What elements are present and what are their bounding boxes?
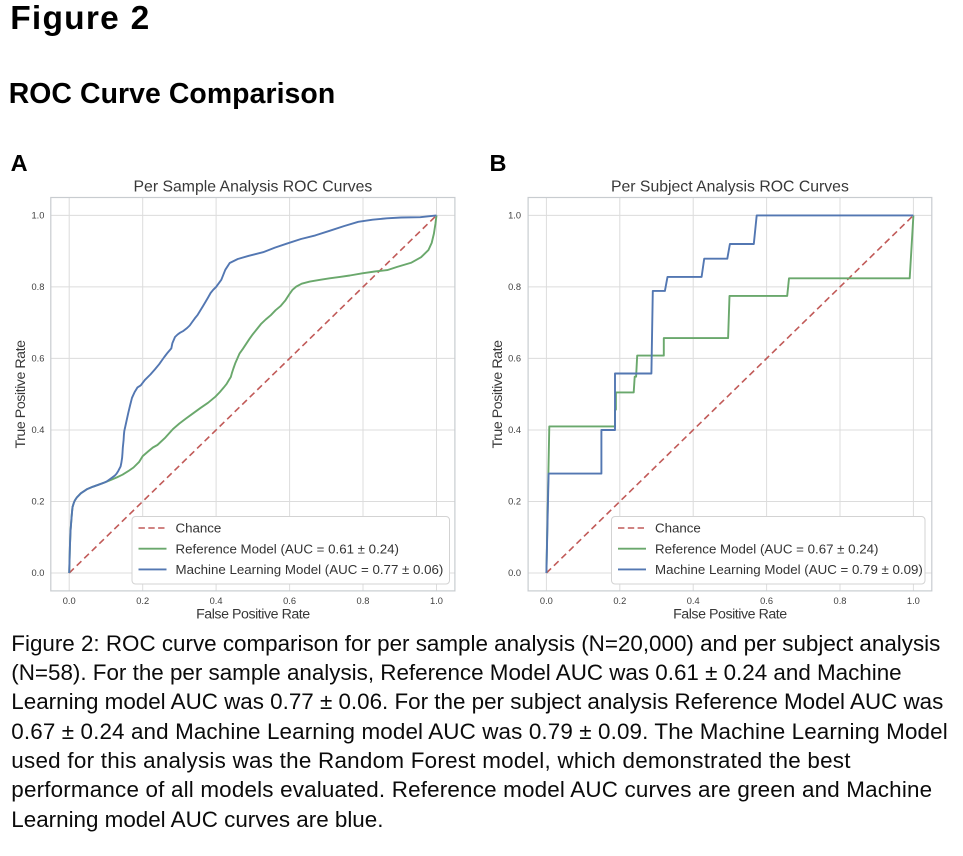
svg-text:0.4: 0.4	[31, 425, 44, 435]
svg-text:Per Subject Analysis ROC Curve: Per Subject Analysis ROC Curves	[611, 179, 849, 196]
svg-text:Machine Learning Model (AUC =: Machine Learning Model (AUC = 0.79 ± 0.0…	[655, 562, 923, 577]
svg-text:0.4: 0.4	[210, 596, 223, 606]
svg-text:1.0: 1.0	[31, 211, 44, 221]
svg-text:0.6: 0.6	[283, 596, 296, 606]
svg-text:Reference Model (AUC = 0.61 ±: Reference Model (AUC = 0.61 ± 0.24)	[176, 541, 399, 556]
svg-text:1.0: 1.0	[508, 211, 521, 221]
svg-text:0.6: 0.6	[508, 354, 521, 364]
svg-text:Chance: Chance	[176, 521, 222, 536]
svg-text:1.0: 1.0	[907, 596, 920, 606]
svg-text:B: B	[490, 150, 507, 176]
svg-text:0.6: 0.6	[760, 596, 773, 606]
svg-text:0.0: 0.0	[31, 568, 44, 578]
svg-text:0.2: 0.2	[508, 497, 521, 507]
svg-text:0.4: 0.4	[687, 596, 700, 606]
svg-text:A: A	[11, 150, 28, 176]
svg-text:0.8: 0.8	[834, 596, 847, 606]
svg-text:0.8: 0.8	[508, 282, 521, 292]
svg-text:0.6: 0.6	[31, 354, 44, 364]
svg-text:True Positive Rate: True Positive Rate	[13, 340, 29, 449]
svg-text:0.8: 0.8	[357, 596, 370, 606]
svg-text:0.8: 0.8	[31, 282, 44, 292]
svg-text:0.4: 0.4	[508, 425, 521, 435]
svg-text:Machine Learning Model (AUC =: Machine Learning Model (AUC = 0.77 ± 0.0…	[176, 562, 444, 577]
svg-text:Per Sample Analysis ROC Curves: Per Sample Analysis ROC Curves	[134, 179, 373, 196]
svg-text:False Positive Rate: False Positive Rate	[196, 607, 310, 623]
svg-text:True Positive Rate: True Positive Rate	[490, 340, 506, 449]
svg-text:0.0: 0.0	[540, 596, 553, 606]
svg-text:1.0: 1.0	[430, 596, 443, 606]
svg-text:0.0: 0.0	[508, 568, 521, 578]
svg-text:0.2: 0.2	[613, 596, 626, 606]
svg-text:Reference Model (AUC = 0.67 ±: Reference Model (AUC = 0.67 ± 0.24)	[655, 541, 878, 556]
svg-text:0.2: 0.2	[136, 596, 149, 606]
svg-text:Chance: Chance	[655, 521, 701, 536]
svg-text:False Positive Rate: False Positive Rate	[673, 607, 787, 623]
svg-text:0.0: 0.0	[63, 596, 76, 606]
svg-text:0.2: 0.2	[31, 497, 44, 507]
